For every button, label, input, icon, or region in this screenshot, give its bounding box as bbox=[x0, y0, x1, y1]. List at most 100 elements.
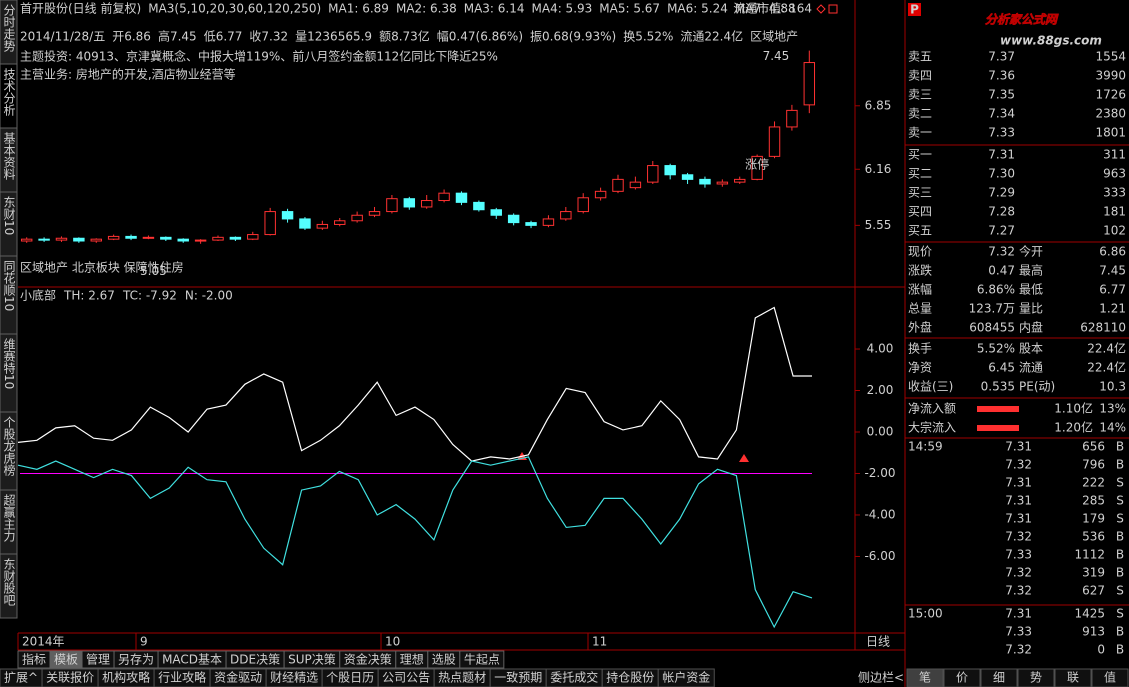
side-panel-tab[interactable] bbox=[980, 668, 1018, 687]
side-panel-tab-label[interactable]: 价 bbox=[956, 671, 968, 685]
candle-body bbox=[420, 200, 433, 208]
bottom-link-label[interactable]: 热点题材 bbox=[438, 671, 486, 685]
bottom-tab[interactable] bbox=[459, 650, 505, 669]
candle-body bbox=[629, 181, 642, 189]
book-volume: 1801 bbox=[1095, 126, 1126, 140]
book-volume: 181 bbox=[1103, 205, 1126, 219]
bottom-link-label[interactable]: 资金驱动 bbox=[214, 670, 262, 685]
candle-body bbox=[334, 220, 346, 225]
trade-volume: 1112 bbox=[1074, 548, 1105, 562]
bottom-link-label[interactable]: 个股日历 bbox=[326, 671, 374, 685]
info-text: 区域地产 bbox=[750, 30, 798, 44]
side-panel-tab[interactable] bbox=[943, 668, 981, 687]
bottom-tab-label[interactable]: 指标 bbox=[22, 652, 46, 667]
book-price: 7.28 bbox=[988, 205, 1015, 219]
candle-body bbox=[299, 218, 311, 229]
trade-side: B bbox=[1116, 643, 1124, 657]
info-text: 低6.77 bbox=[204, 30, 243, 44]
side-tab-label[interactable]: 维赛特10 bbox=[2, 338, 16, 390]
stat-label: 涨幅 bbox=[908, 282, 932, 297]
bottom-link-label[interactable]: 财经精选 bbox=[270, 671, 318, 685]
bottom-link-label[interactable]: 扩展^ bbox=[4, 671, 38, 685]
side-tab[interactable] bbox=[0, 553, 18, 619]
stat-value: 608455 bbox=[969, 321, 1015, 335]
trade-volume: 319 bbox=[1082, 566, 1105, 580]
book-price: 7.34 bbox=[988, 107, 1015, 121]
logo-mark-box bbox=[908, 3, 921, 16]
candle-body bbox=[351, 214, 363, 222]
side-tab-label[interactable]: 基本资料 bbox=[2, 132, 16, 180]
info-text: 换5.52% bbox=[623, 30, 673, 44]
side-panel-tab-label[interactable]: 势 bbox=[1030, 671, 1042, 685]
side-tab-label[interactable]: 东财10 bbox=[2, 196, 16, 236]
bottom-link-label[interactable]: 机构攻略 bbox=[102, 670, 150, 685]
sidebar-toggle[interactable]: 侧边栏< bbox=[858, 670, 904, 685]
side-tab-label[interactable]: 分时走势 bbox=[2, 4, 16, 52]
side-panel-tab-label[interactable]: 细 bbox=[993, 671, 1005, 685]
bottom-link-label[interactable]: 委托成交 bbox=[550, 670, 598, 685]
side-tab-label[interactable]: 技术分析 bbox=[2, 68, 16, 117]
bottom-link-label[interactable]: 关联报价 bbox=[46, 670, 94, 685]
bottom-link-label[interactable]: 公司公告 bbox=[382, 671, 430, 685]
book-volume: 1726 bbox=[1095, 88, 1126, 102]
trade-volume: 285 bbox=[1082, 494, 1105, 508]
bottom-tab-label[interactable]: 管理 bbox=[86, 652, 110, 667]
bottom-link-label[interactable]: 持仓股份 bbox=[606, 670, 654, 685]
candle-body bbox=[612, 178, 624, 192]
info-text: 量1236565.9 bbox=[295, 30, 372, 44]
trade-side: B bbox=[1116, 625, 1124, 639]
bottom-tab-label[interactable]: 资金决策 bbox=[344, 652, 392, 667]
stat-value: 5.52% bbox=[977, 342, 1015, 356]
side-tab-label[interactable]: 同花顺10 bbox=[2, 260, 16, 311]
side-tab-label[interactable]: 个股龙虎榜 bbox=[2, 416, 16, 477]
info-text: 开6.86 bbox=[112, 30, 151, 44]
indicator-legend: TC: -7.92 bbox=[122, 289, 177, 303]
bottom-link-label[interactable]: 帐户资金 bbox=[662, 670, 710, 685]
bottom-link-label[interactable]: 行业攻略 bbox=[158, 670, 206, 685]
side-panel-tab[interactable] bbox=[906, 668, 944, 687]
info-text: 流通22.4亿 bbox=[680, 29, 743, 44]
icon-square bbox=[828, 4, 838, 14]
logo-name: 分析家公式网 bbox=[985, 13, 1059, 27]
trade-side: B bbox=[1116, 566, 1124, 580]
candle-body bbox=[20, 238, 33, 242]
info-text: 幅0.47(6.86%) bbox=[437, 29, 523, 44]
side-tab-label[interactable]: 超赢主力 bbox=[2, 493, 16, 543]
side-tab-label[interactable]: 东财股吧 bbox=[2, 558, 16, 606]
icon-diamond bbox=[816, 4, 826, 14]
stat-value: 0.535 bbox=[981, 380, 1015, 394]
indicator-line bbox=[17, 456, 813, 629]
bottom-link-label[interactable]: 一致预期 bbox=[494, 671, 542, 685]
bottom-tab-label[interactable]: SUP决策 bbox=[288, 653, 336, 667]
trade-side: S bbox=[1116, 476, 1124, 490]
candle-body bbox=[525, 222, 537, 226]
flow-bar bbox=[977, 406, 1019, 412]
bottom-link[interactable] bbox=[657, 668, 715, 687]
bottom-tab-label[interactable]: DDE决策 bbox=[230, 653, 280, 667]
stat-label: 涨跌 bbox=[908, 263, 932, 278]
candle-body bbox=[403, 198, 416, 208]
flow-amount: 1.10亿 bbox=[1054, 401, 1093, 416]
bottom-tab-label[interactable]: MACD基本 bbox=[162, 653, 222, 667]
trade-side: S bbox=[1116, 512, 1124, 526]
side-panel-tab[interactable] bbox=[1054, 668, 1092, 687]
info-text: 首开股份(日线 前复权) bbox=[20, 1, 141, 16]
book-volume: 311 bbox=[1103, 148, 1126, 162]
book-label: 卖三 bbox=[908, 88, 932, 102]
candle-body bbox=[177, 238, 189, 242]
candle-body bbox=[386, 198, 398, 213]
side-panel-tab[interactable] bbox=[1091, 668, 1129, 687]
bottom-tab-label[interactable]: 牛起点 bbox=[464, 652, 500, 667]
bottom-tab-label[interactable]: 理想 bbox=[400, 652, 424, 667]
bottom-tab-label[interactable]: 选股 bbox=[432, 653, 456, 667]
bottom-tab-label[interactable]: 模板 bbox=[54, 653, 78, 667]
bottom-tab-label[interactable]: 另存为 bbox=[118, 653, 154, 667]
side-panel-tab-label[interactable]: 笔 bbox=[919, 670, 931, 685]
book-price: 7.33 bbox=[988, 126, 1015, 140]
candle-body bbox=[229, 236, 242, 240]
side-panel-tab-label[interactable]: 联 bbox=[1067, 671, 1079, 685]
side-panel-tab-label[interactable]: 值 bbox=[1104, 670, 1116, 685]
side-panel-tab[interactable] bbox=[1017, 668, 1055, 687]
